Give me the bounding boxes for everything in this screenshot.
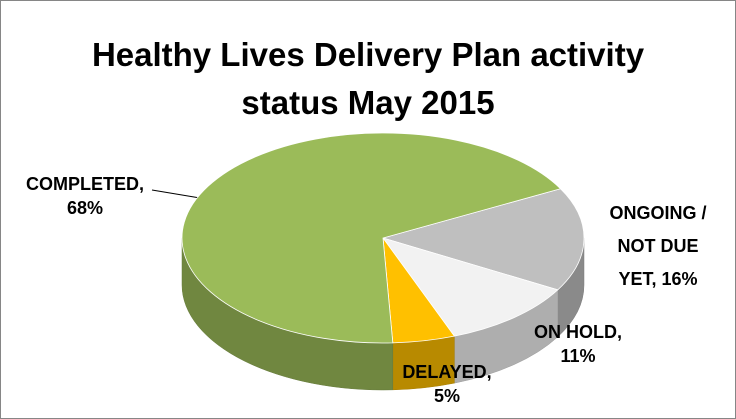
- data-label-value: 11%: [560, 346, 595, 366]
- data-label-category: ONGOING / NOT DUE YET,: [609, 203, 706, 289]
- data-label-category: COMPLETED,: [26, 174, 144, 194]
- pie-slice: [181, 132, 562, 344]
- pie-slice: [381, 237, 559, 337]
- pie-slice: [381, 188, 585, 291]
- data-label-category: DELAYED,: [402, 362, 491, 382]
- data-label-value: 5%: [434, 386, 460, 406]
- data-label-category: ON HOLD,: [534, 322, 622, 342]
- data-label-value: 16%: [661, 269, 697, 289]
- chart-title: Healthy Lives Delivery Plan activity stat…: [92, 36, 645, 121]
- data-label-value: 68%: [67, 198, 103, 218]
